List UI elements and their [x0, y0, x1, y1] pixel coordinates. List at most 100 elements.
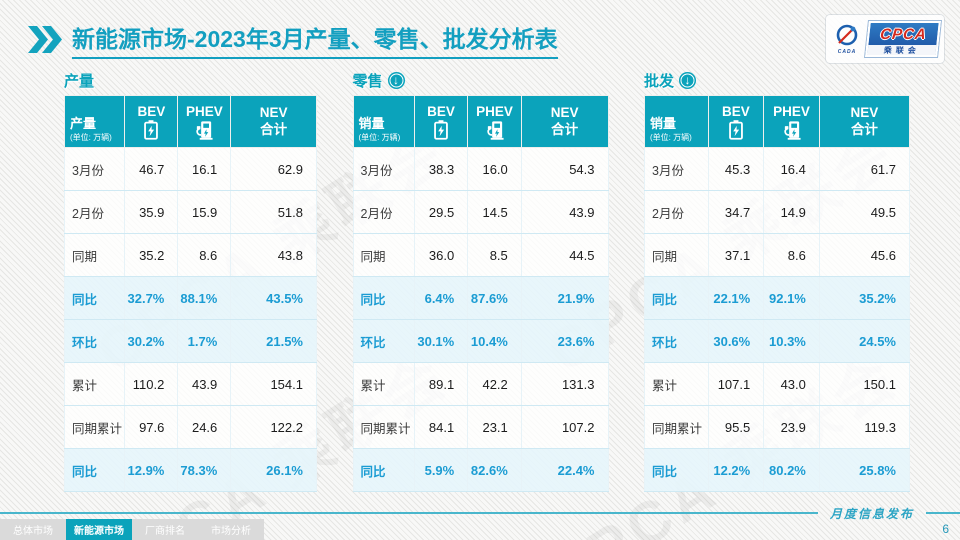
cell-value: 30.6%: [707, 319, 765, 363]
wholesale-table: 销量 (单位: 万辆) BEV: [644, 95, 911, 492]
cell-value: 95.5: [707, 405, 765, 449]
tab-nev-market[interactable]: 新能源市场: [66, 519, 132, 540]
measure-unit: (单位: 万辆): [358, 133, 401, 142]
measure-name: 销量: [358, 116, 385, 131]
row-label: 累计: [352, 362, 415, 406]
charging-station-icon: [196, 120, 213, 140]
cell-value: 22.1%: [707, 276, 765, 320]
battery-icon: [729, 119, 743, 140]
cell-value: 46.7: [124, 147, 179, 191]
footer-caption: 月度信息发布: [829, 506, 914, 521]
bev-header-cell: BEV: [124, 95, 179, 148]
table-row: 环比 30.2% 1.7% 21.5%: [63, 319, 317, 363]
cell-value: 43.0: [763, 362, 820, 406]
cell-value: 44.5: [520, 233, 609, 277]
bev-header-cell: BEV: [707, 95, 765, 148]
footer-nav: 总体市场 新能源市场 厂商排名 市场分析: [0, 519, 264, 540]
table-row: 2月份 34.7 14.9 49.5: [644, 190, 911, 234]
phev-label: PHEV: [476, 103, 513, 119]
table-row: 同期 36.0 8.5 44.5: [352, 233, 609, 277]
cell-value: 8.6: [177, 233, 232, 277]
row-label: 累计: [63, 362, 126, 406]
bev-header-cell: BEV: [413, 95, 469, 148]
phev-label: PHEV: [185, 103, 223, 119]
cell-value: 45.3: [707, 147, 765, 191]
cpca-logo: CADA CPCA 乘联会: [826, 15, 944, 63]
table-row: 3月份 46.7 16.1 62.9: [63, 147, 317, 191]
cell-value: 54.3: [520, 147, 609, 191]
cell-value: 22.4%: [520, 448, 609, 492]
down-arrow-icon: ↓: [679, 71, 697, 89]
tab-overall-market[interactable]: 总体市场: [13, 526, 53, 537]
production-table: 产量 (单位: 万辆) BEV: [63, 95, 317, 492]
rule-line: [0, 512, 818, 514]
tab-market-analysis[interactable]: 市场分析: [211, 526, 251, 537]
bev-label: BEV: [722, 103, 750, 119]
retail-table-block: 零售 ↓ 销量 (单位: 万辆) BEV: [352, 68, 609, 492]
page-title: 新能源市场-2023年3月产量、零售、批发分析表: [72, 20, 558, 59]
row-label: 同比: [352, 276, 415, 320]
nev-label-line1: NEV: [259, 104, 288, 120]
footer-rule: 月度信息发布: [0, 505, 960, 521]
production-table-block: 产量 产量 (单位: 万辆) BEV: [63, 68, 317, 492]
cell-value: 34.7: [707, 190, 765, 234]
cpca-wordmark: CPCA 乘联会: [865, 21, 941, 57]
cell-value: 150.1: [818, 362, 911, 406]
cell-value: 62.9: [230, 147, 317, 191]
cell-value: 1.7%: [177, 319, 232, 363]
section-label-retail: 零售 ↓: [353, 68, 609, 92]
table-row: 3月份 45.3 16.4 61.7: [644, 147, 911, 191]
section-label-production: 产量: [64, 68, 317, 92]
cell-value: 8.5: [467, 233, 522, 277]
row-label: 2月份: [352, 190, 415, 234]
cell-value: 80.2%: [763, 448, 820, 492]
row-label: 2月份: [63, 190, 126, 234]
cell-value: 43.5%: [230, 276, 317, 320]
row-label: 环比: [352, 319, 415, 363]
cell-value: 24.5%: [818, 319, 911, 363]
cell-value: 107.1: [707, 362, 765, 406]
cell-value: 29.5: [413, 190, 469, 234]
cell-value: 25.8%: [818, 448, 911, 492]
cell-value: 16.4: [763, 147, 820, 191]
cell-value: 8.6: [763, 233, 820, 277]
cell-value: 23.6%: [520, 319, 609, 363]
cell-value: 45.6: [818, 233, 911, 277]
row-label: 同比: [352, 448, 415, 492]
cell-value: 110.2: [124, 362, 179, 406]
table-row: 同比 22.1% 92.1% 35.2%: [644, 276, 911, 320]
cell-value: 26.1%: [230, 448, 317, 492]
bev-label: BEV: [137, 103, 166, 119]
row-label: 同比: [644, 276, 709, 320]
cell-value: 30.2%: [124, 319, 179, 363]
cell-value: 61.7: [818, 147, 911, 191]
cell-value: 14.9: [763, 190, 820, 234]
battery-icon: [434, 119, 448, 140]
cpca-text: CPCA: [879, 25, 928, 43]
cell-value: 82.6%: [467, 448, 522, 492]
row-label: 3月份: [644, 147, 709, 191]
cell-value: 37.1: [707, 233, 765, 277]
phev-label: PHEV: [773, 103, 810, 119]
table-row: 同比 32.7% 88.1% 43.5%: [63, 276, 317, 320]
nev-label-line2: 合计: [551, 121, 579, 137]
title-rest: -2023年3月产量、零售、批发分析表: [187, 26, 558, 52]
cell-value: 14.5: [467, 190, 522, 234]
row-label: 同比: [63, 276, 126, 320]
row-label: 2月份: [644, 190, 709, 234]
cell-value: 107.2: [520, 405, 609, 449]
charging-station-icon: [486, 120, 504, 140]
cell-value: 119.3: [818, 405, 911, 449]
tab-oem-ranking[interactable]: 厂商排名: [145, 526, 185, 537]
measure-unit: (单位: 万辆): [650, 133, 692, 142]
table-row: 同期累计 84.1 23.1 107.2: [352, 405, 609, 449]
row-label: 同期累计: [352, 405, 415, 449]
cell-value: 12.2%: [707, 448, 765, 492]
table-row: 同期累计 97.6 24.6 122.2: [63, 405, 317, 449]
retail-table: 销量 (单位: 万辆) BEV: [352, 95, 609, 492]
table-row: 同比 12.9% 78.3% 26.1%: [63, 448, 317, 492]
table-row: 同比 6.4% 87.6% 21.9%: [352, 276, 609, 320]
cell-value: 88.1%: [177, 276, 232, 320]
table-row: 累计 107.1 43.0 150.1: [644, 362, 911, 406]
cell-value: 23.9: [763, 405, 820, 449]
